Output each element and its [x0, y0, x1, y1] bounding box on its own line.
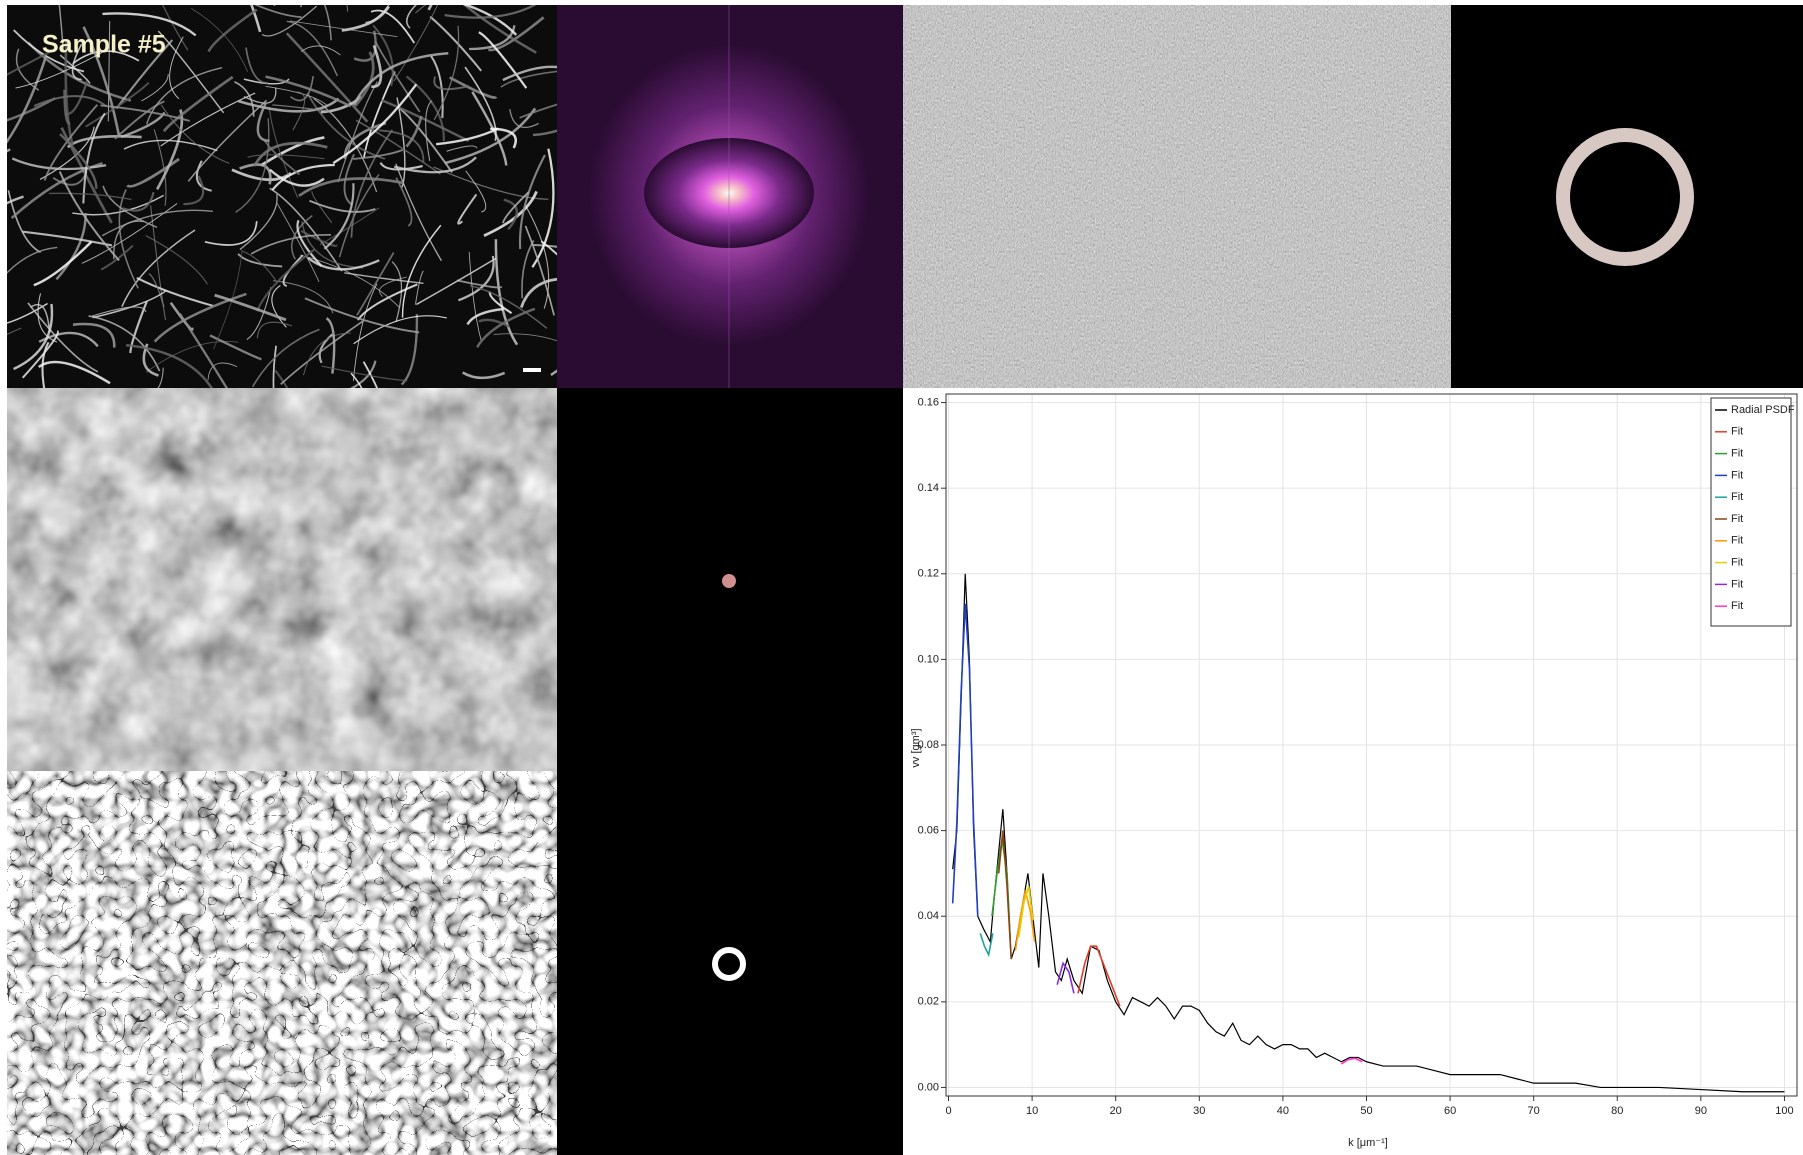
mask-image: [557, 388, 903, 1155]
moire-image: [903, 5, 1451, 388]
y-tick-label: 0.04: [918, 910, 939, 922]
x-tick-label: 50: [1360, 1105, 1372, 1117]
legend-label: Fit: [1731, 426, 1743, 438]
page: {"figure_label": "Sample #5", "chart_dat…: [0, 0, 1803, 1155]
y-axis-label: vv [gm³]: [910, 728, 922, 767]
x-tick-label: 10: [1026, 1105, 1038, 1117]
legend-label: Fit: [1731, 469, 1743, 481]
dot: [722, 574, 736, 588]
y-tick-label: 0.00: [918, 1081, 939, 1093]
legend-label: Fit: [1731, 557, 1743, 569]
x-tick-label: 30: [1193, 1105, 1205, 1117]
y-tick-label: 0.16: [918, 396, 939, 408]
x-tick-label: 0: [945, 1105, 951, 1117]
y-tick-label: 0.02: [918, 996, 939, 1008]
bandpass-image: [7, 771, 557, 1155]
y-tick-label: 0.10: [918, 653, 939, 665]
x-tick-label: 40: [1277, 1105, 1289, 1117]
y-tick-label: 0.14: [918, 482, 939, 494]
x-axis-label: k [μm⁻¹]: [1348, 1137, 1388, 1149]
scale-bar: [523, 368, 541, 372]
legend-label: Radial PSDF: [1731, 404, 1795, 416]
fiber: [267, 0, 278, 6]
legend-label: Fit: [1731, 535, 1743, 547]
x-tick-label: 20: [1110, 1105, 1122, 1117]
x-tick-label: 60: [1444, 1105, 1456, 1117]
ring-image: [1451, 5, 1803, 388]
chart-panel: [903, 388, 1803, 1155]
legend-label: Fit: [1731, 448, 1743, 460]
x-tick-label: 90: [1695, 1105, 1707, 1117]
y-tick-label: 0.12: [918, 568, 939, 580]
figure: Sample #5 0.000.020.040.060.080.100.120.…: [0, 0, 1803, 1155]
sample-label: Sample #5: [42, 31, 166, 59]
x-tick-label: 70: [1528, 1105, 1540, 1117]
blurred-image: [7, 388, 557, 771]
x-tick-label: 100: [1775, 1105, 1793, 1117]
legend-label: Fit: [1731, 578, 1743, 590]
x-tick-label: 80: [1611, 1105, 1623, 1117]
legend-label: Fit: [1731, 600, 1743, 612]
legend-label: Fit: [1731, 513, 1743, 525]
y-tick-label: 0.06: [918, 825, 939, 837]
legend-label: Fit: [1731, 491, 1743, 503]
